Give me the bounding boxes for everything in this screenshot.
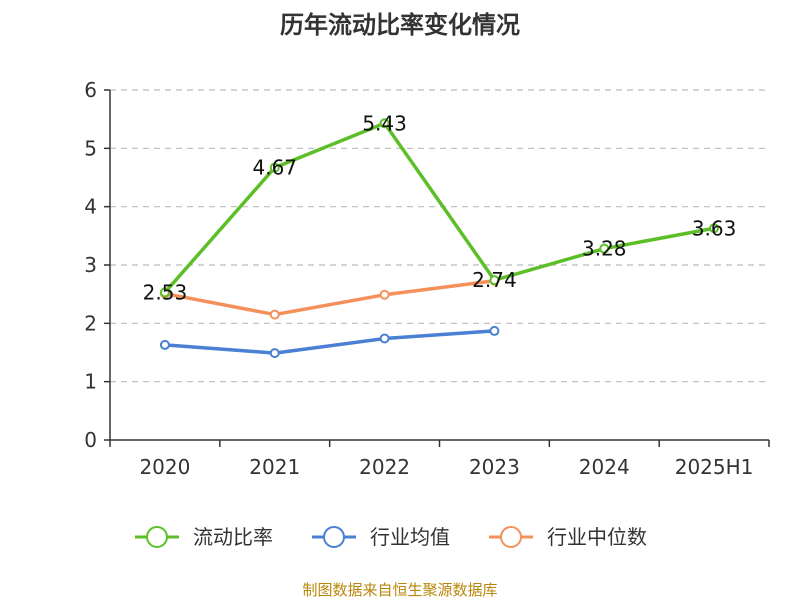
legend-label: 行业中位数 [547,525,647,549]
data-label: 3.63 [692,216,737,240]
axes: 0 1 2 3 4 5 6 2020 2021 2022 2023 2024 2025H1 [84,78,770,479]
y-tick-label: 5 [84,136,97,160]
source-note: 制图数据来自恒生聚源数据库 [302,581,497,599]
x-tick-label: 2025H1 [675,455,754,479]
data-point [379,118,390,129]
data-point [269,162,280,173]
series-line [164,329,495,355]
chart-title: 历年流动比率变化情况 [280,11,520,39]
data-point [599,243,610,254]
series-layer [159,118,720,359]
y-tick-label: 0 [84,428,97,452]
series-0 [159,118,720,298]
legend-marker-icon [146,526,168,548]
x-tick-label: 2022 [359,455,410,479]
data-point [379,289,390,300]
data-label: 2.53 [143,280,188,304]
data-point [379,333,390,344]
x-tick-label: 2024 [579,455,630,479]
legend-label: 行业均值 [370,525,450,549]
series-line [164,279,495,317]
data-point [269,348,280,359]
series-1 [159,325,500,359]
data-point [489,275,500,286]
legend-marker-icon [323,526,345,548]
series-2 [159,275,500,320]
series-line [163,121,715,294]
x-tick-label: 2021 [249,455,300,479]
data-point [269,309,280,320]
legend-item[interactable]: 流动比率 [135,525,273,549]
data-label: 2.74 [472,268,517,292]
data-label: 4.67 [252,156,297,180]
legend-item[interactable]: 行业中位数 [489,525,647,549]
data-labels: 2.53 4.67 5.43 2.74 3.28 3.63 [143,111,737,304]
data-label: 3.28 [582,237,627,261]
y-tick-label: 3 [84,253,97,277]
y-tick-label: 4 [84,195,97,219]
x-tick-label: 2023 [469,455,520,479]
x-tick-label: 2020 [139,455,190,479]
y-tick-label: 1 [84,370,97,394]
legend-marker-icon [500,526,522,548]
legend: 流动比率 行业均值 行业中位数 [135,525,647,549]
data-point [159,339,170,350]
data-point [489,325,500,336]
data-label: 5.43 [362,111,407,135]
data-point [159,287,170,298]
y-tick-label: 6 [84,78,97,102]
legend-item[interactable]: 行业均值 [312,525,450,549]
y-tick-label: 2 [84,311,97,335]
data-point [709,223,720,234]
legend-label: 流动比率 [193,525,273,549]
